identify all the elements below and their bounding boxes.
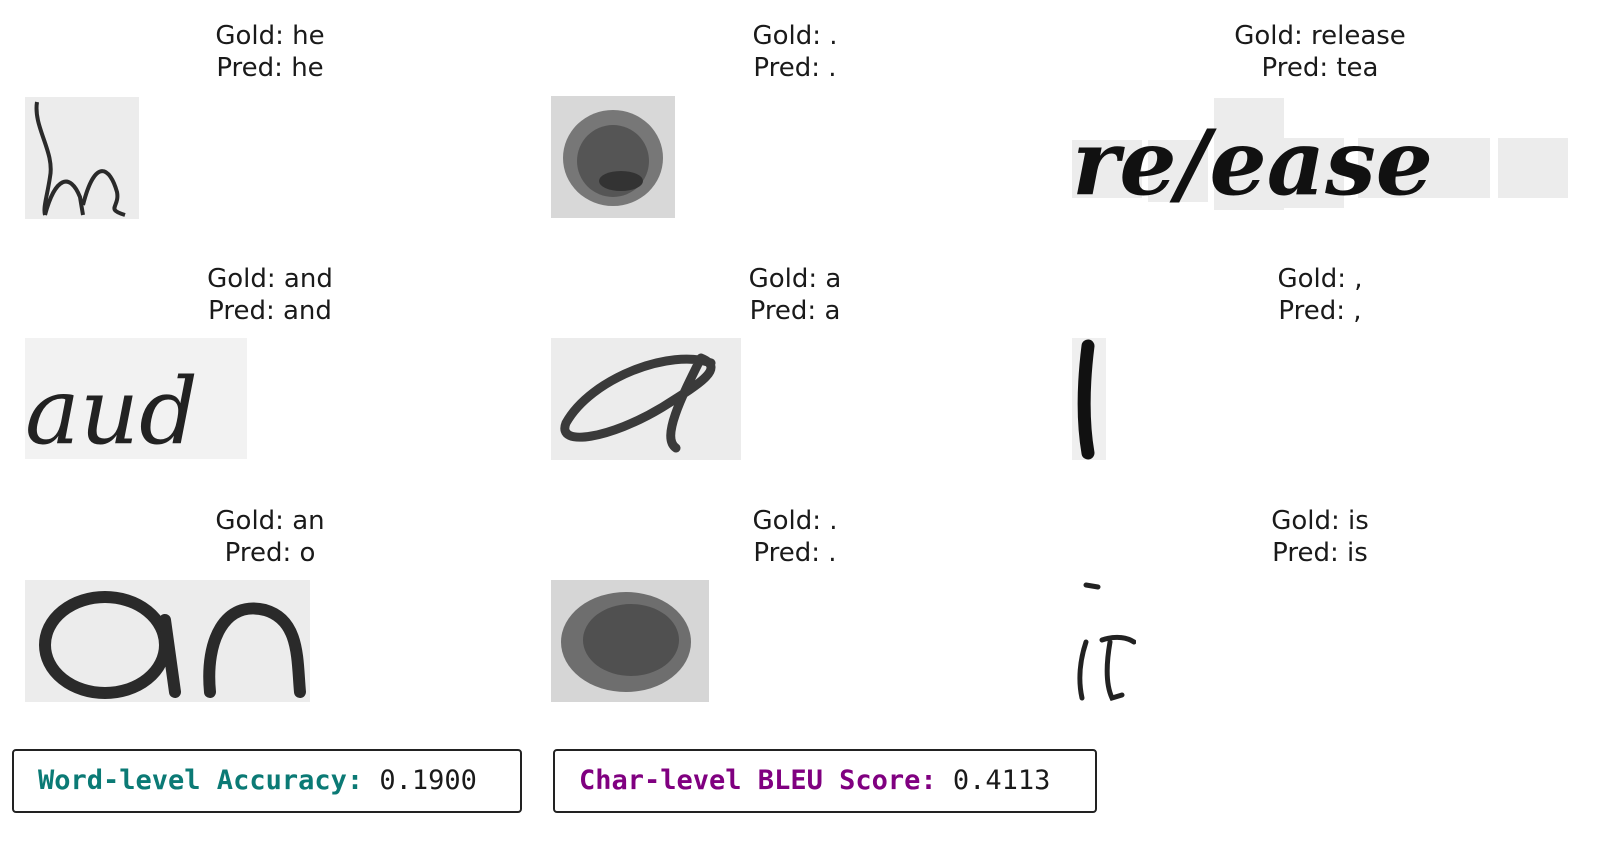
sample-image-a — [551, 338, 741, 460]
svg-text:re/ease: re/ease — [1072, 110, 1433, 210]
sample-image-he — [25, 97, 139, 219]
pred-label: Pred: , — [1170, 295, 1470, 327]
caption-7: Gold: an Pred: o — [125, 505, 415, 569]
gold-label: Gold: . — [650, 505, 940, 537]
gold-label: Gold: he — [125, 20, 415, 52]
pred-label: Pred: and — [125, 295, 415, 327]
word-accuracy-value: 0.1900 — [363, 765, 477, 796]
sample-image-release: re/ease — [1072, 98, 1568, 210]
pred-label: Pred: . — [650, 52, 940, 84]
gold-label: Gold: release — [1170, 20, 1470, 52]
char-bleu-value: 0.4113 — [937, 765, 1051, 796]
sample-image-an — [25, 580, 310, 702]
gold-label: Gold: and — [125, 263, 415, 295]
gold-label: Gold: . — [650, 20, 940, 52]
pred-label: Pred: is — [1170, 537, 1470, 569]
caption-1: Gold: he Pred: he — [125, 20, 415, 84]
caption-9: Gold: is Pred: is — [1170, 505, 1470, 569]
gold-label: Gold: is — [1170, 505, 1470, 537]
caption-4: Gold: and Pred: and — [125, 263, 415, 327]
svg-text:aud: aud — [25, 358, 198, 459]
pred-label: Pred: . — [650, 537, 940, 569]
caption-3: Gold: release Pred: tea — [1170, 20, 1470, 84]
gold-label: Gold: , — [1170, 263, 1470, 295]
sample-image-and: aud — [25, 338, 247, 459]
char-bleu-box: Char-level BLEU Score: 0.4113 — [553, 749, 1097, 813]
sample-image-comma — [1072, 338, 1106, 460]
word-accuracy-box: Word-level Accuracy: 0.1900 — [12, 749, 522, 813]
pred-label: Pred: o — [125, 537, 415, 569]
sample-image-is — [1072, 580, 1136, 702]
pred-label: Pred: he — [125, 52, 415, 84]
gold-label: Gold: an — [125, 505, 415, 537]
pred-label: Pred: tea — [1170, 52, 1470, 84]
caption-8: Gold: . Pred: . — [650, 505, 940, 569]
gold-label: Gold: a — [650, 263, 940, 295]
pred-label: Pred: a — [650, 295, 940, 327]
caption-6: Gold: , Pred: , — [1170, 263, 1470, 327]
sample-image-blur-1 — [551, 96, 675, 218]
sample-image-blur-2 — [551, 580, 709, 702]
char-bleu-label: Char-level BLEU Score: — [579, 765, 937, 796]
word-accuracy-label: Word-level Accuracy: — [38, 765, 363, 796]
caption-5: Gold: a Pred: a — [650, 263, 940, 327]
caption-2: Gold: . Pred: . — [650, 20, 940, 84]
